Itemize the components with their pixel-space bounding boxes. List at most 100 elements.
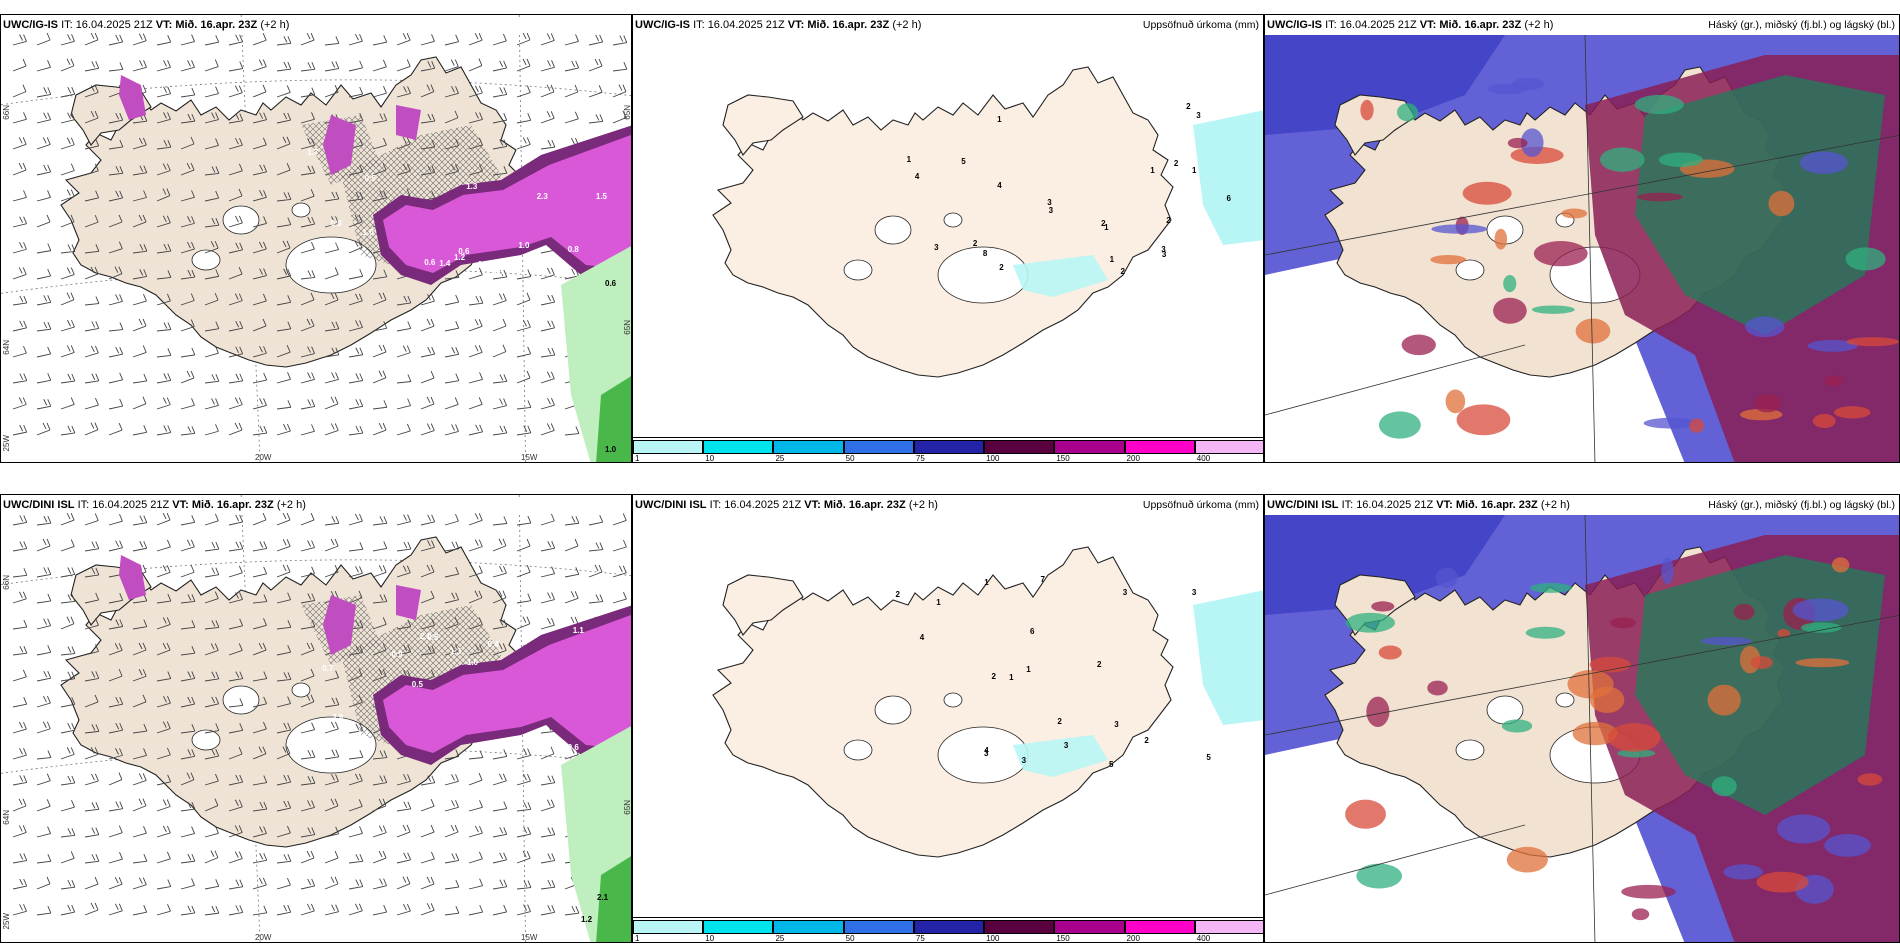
cloud-blob (1494, 228, 1508, 250)
colorbar-swatch (633, 440, 704, 454)
cloud-blob (1396, 103, 1419, 122)
cloud-blob (1643, 417, 1698, 429)
colorbar-tick: 200 (1126, 454, 1140, 463)
value-label: 3 (1048, 205, 1054, 215)
cloud-blob (1661, 557, 1674, 585)
precip-light-area (1013, 255, 1108, 297)
cloud-blob (1733, 603, 1755, 621)
cloud-blob (1456, 404, 1511, 436)
lat-label: 65N (623, 800, 632, 815)
cloud-blob (1462, 181, 1512, 205)
lon-label: 20W (255, 933, 272, 942)
map-accum-precip (712, 546, 1263, 858)
panel-accum-precip-igis: UWC/IG-IS IT: 16.04.2025 21Z VT: Mið. 16.a… (632, 14, 1264, 463)
colorbar-tick: 75 (915, 454, 925, 463)
value-label: 0.8 (567, 244, 579, 254)
colorbar-swatch (773, 920, 844, 934)
value-label: 2 (1057, 716, 1062, 726)
value-label: 2.1 (597, 893, 609, 902)
glacier (1455, 739, 1485, 761)
value-label: 3 (1122, 587, 1128, 597)
value-label: 0.6 (458, 247, 470, 257)
cloud-blob (1800, 622, 1842, 633)
cloud-blob (1435, 567, 1458, 588)
value-label: 3 (1047, 197, 1052, 207)
cloud-blob (1607, 723, 1661, 752)
cloud-blob (1345, 612, 1395, 633)
value-label: 5 (1206, 752, 1211, 762)
colorbar-tick: 100 (986, 934, 1000, 943)
westfjords (722, 574, 804, 636)
cloud-blob (1631, 908, 1650, 921)
value-label: 2 (1144, 735, 1149, 745)
value-label: 1.5 (595, 192, 607, 202)
colorbar: 1 10 25 50 75 100 150 200 400 (633, 917, 1263, 942)
cloud-blob (1795, 658, 1850, 668)
colorbar-swatch (1054, 440, 1125, 454)
lon-label: 15W (521, 933, 538, 942)
colorbar-swatch (984, 920, 1055, 934)
projection-lines (1265, 34, 1899, 462)
colorbar: 1 10 25 50 75 100 150 200 400 (633, 437, 1263, 462)
glacier (843, 739, 873, 761)
cloud-blob (1431, 224, 1488, 234)
cloud-blob (1520, 128, 1544, 157)
mid-cloud-area (1635, 75, 1885, 335)
colorbar-tick: 50 (845, 934, 855, 943)
value-label: 1.7 (307, 148, 319, 158)
value-label: 1 (984, 577, 989, 587)
colorbar-tick: 150 (1056, 934, 1070, 943)
colorbar-tick: 400 (1196, 934, 1211, 943)
cloud-blob (1689, 418, 1705, 433)
cloud-blob (1506, 846, 1548, 873)
cloud-blob (1567, 670, 1614, 699)
lat-label: 65N (623, 105, 632, 120)
cloud-blob (1378, 645, 1402, 660)
value-label: 2 (895, 589, 900, 599)
value-label: 1.1 (572, 625, 584, 635)
value-label: 7 (1040, 575, 1045, 585)
glacier (874, 695, 912, 725)
precip-shading (119, 75, 631, 462)
value-label: 4.0 (337, 745, 349, 755)
precip-light-area (1193, 110, 1263, 245)
map-wind-precip (1, 15, 631, 462)
value-label: 1.3 (466, 181, 478, 191)
glacier (1455, 259, 1485, 281)
westfjords (1334, 94, 1416, 156)
westfjords (722, 94, 804, 156)
colorbar-swatch (1124, 920, 1195, 934)
panel-accum-precip-dini: UWC/DINI ISL IT: 16.04.2025 21Z VT: Mið. 1… (632, 494, 1264, 943)
cloud-blob (1599, 147, 1645, 172)
iceland-landmass (712, 546, 1174, 858)
cloud-blob (1366, 696, 1390, 727)
cloud-blob (1857, 773, 1883, 786)
precip-light-area (1013, 735, 1108, 777)
value-label: 1.0 (518, 241, 530, 251)
cloud-blob (1768, 190, 1795, 217)
value-label: 1.2 (357, 730, 369, 740)
lat-label: 65N (623, 320, 632, 335)
panel-wind-precip-igis: UWC/IG-IS IT: 16.04.2025 21Z VT: Mið. 16.a… (0, 14, 632, 463)
value-label: 2 (972, 239, 978, 249)
lat-label: 66N (2, 105, 11, 120)
colorbar-tick: 10 (705, 934, 715, 943)
colorbar-tick: 150 (1056, 454, 1070, 463)
precip-shading (119, 555, 631, 942)
cloud-blob (1589, 656, 1631, 673)
value-label: 3 (1161, 250, 1167, 260)
value-label: 3 (1191, 587, 1197, 597)
panel-header: UWC/DINI ISL IT: 16.04.2025 21Z VT: Mið. 1… (3, 497, 627, 513)
projection-lines (1265, 514, 1899, 942)
value-label: 0.5 (491, 268, 503, 278)
cloud-blob (1493, 297, 1527, 324)
cloud-blob (1427, 680, 1448, 696)
value-label: 1 (1150, 165, 1155, 175)
cloud-blob (1845, 247, 1886, 271)
value-label: 2.3 (536, 191, 548, 201)
map-wind-precip (1, 495, 631, 942)
value-label: 3 (1063, 740, 1069, 750)
cloud-blob (1572, 721, 1618, 746)
lon-label: 25W (2, 435, 11, 452)
colorbar-swatch (633, 920, 704, 934)
